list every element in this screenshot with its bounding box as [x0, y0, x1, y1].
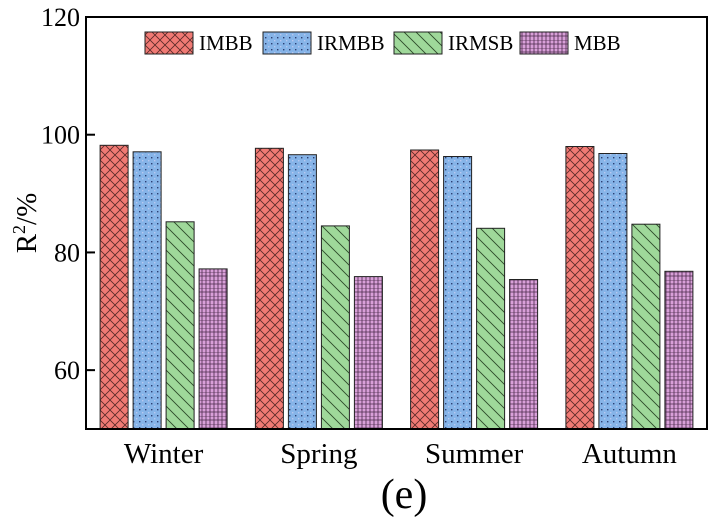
- category-label-autumn: Autumn: [582, 438, 678, 470]
- y-tick-label-120: 120: [41, 3, 80, 32]
- legend-swatch-irmbb: [262, 31, 312, 55]
- bar-imbb-spring: [254, 147, 284, 430]
- category-label-winter: Winter: [124, 438, 204, 470]
- y-tick-label-100: 100: [41, 121, 80, 150]
- legend-swatch-mbb: [519, 31, 569, 55]
- bar-imbb-summer: [410, 149, 440, 430]
- bar-imbb-winter: [99, 144, 129, 430]
- bar-irmbb-summer: [443, 156, 473, 430]
- y-tick-label-60: 60: [54, 356, 80, 385]
- bar-irmsb-summer: [476, 227, 506, 430]
- bar-mbb-summer: [509, 279, 539, 430]
- bar-mbb-winter: [198, 268, 228, 430]
- bar-mbb-autumn: [664, 270, 694, 430]
- bar-irmbb-autumn: [598, 153, 628, 430]
- legend-swatch-irmsb: [393, 31, 443, 55]
- bar-irmbb-winter: [132, 151, 162, 430]
- legend-label-mbb: MBB: [574, 31, 621, 55]
- legend-swatch-imbb: [144, 31, 194, 55]
- bar-mbb-spring: [353, 276, 383, 430]
- figure-caption: (e): [381, 472, 428, 518]
- legend-label-imbb: IMBB: [199, 31, 253, 55]
- y-axis-label: R2/%: [9, 193, 43, 254]
- legend-label-irmsb: IRMSB: [448, 31, 513, 55]
- plot-frame: [85, 16, 708, 430]
- y-tick-label-80: 80: [54, 238, 80, 267]
- bar-irmsb-winter: [165, 221, 195, 430]
- bar-irmsb-autumn: [631, 223, 661, 430]
- category-label-summer: Summer: [425, 438, 524, 470]
- bar-imbb-autumn: [565, 146, 595, 430]
- bar-irmsb-spring: [320, 225, 350, 430]
- category-label-spring: Spring: [280, 438, 357, 470]
- bar-irmbb-spring: [287, 154, 317, 430]
- legend-label-irmbb: IRMBB: [317, 31, 385, 55]
